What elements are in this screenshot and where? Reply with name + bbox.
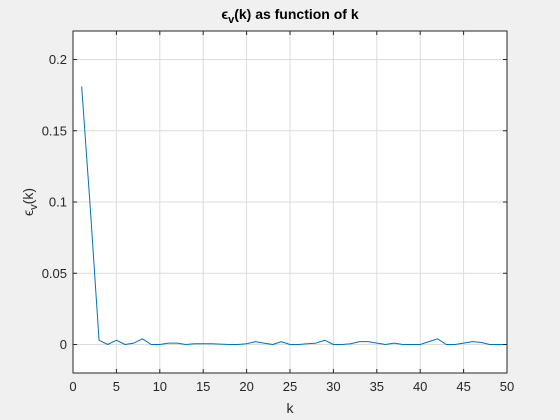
ylabel-rest: (k) xyxy=(20,188,36,204)
x-tick-label: 5 xyxy=(113,379,120,394)
y-tick-label: 0.05 xyxy=(42,266,67,281)
x-tick-label: 45 xyxy=(456,379,470,394)
x-tick-label: 10 xyxy=(153,379,167,394)
x-tick-label: 50 xyxy=(500,379,514,394)
x-tick-label: 25 xyxy=(283,379,297,394)
y-axis-label: ϵv(k) xyxy=(20,188,40,216)
title-rest: (k) as function of k xyxy=(234,6,359,22)
y-tick-label: 0 xyxy=(60,337,67,352)
series-line-0 xyxy=(81,86,507,345)
x-tick-label: 40 xyxy=(413,379,427,394)
x-axis-label: k xyxy=(287,400,295,416)
x-tick-label: 0 xyxy=(69,379,76,394)
x-tick-label: 30 xyxy=(326,379,340,394)
ylabel-subscript: v xyxy=(28,204,40,210)
title-epsilon: ϵ xyxy=(221,6,228,22)
chart-title: ϵv(k) as function of k xyxy=(221,6,358,26)
y-tick-label: 0.2 xyxy=(49,52,67,67)
ticks: 0 5 10 15 20 25 30 35 40 45 50 0 0.05 0.1 0.15 0.2 xyxy=(42,31,514,394)
title-subscript: v xyxy=(228,14,235,26)
y-tick-label: 0.1 xyxy=(49,195,67,210)
ylabel-epsilon: ϵ xyxy=(20,210,36,216)
x-tick-label: 20 xyxy=(239,379,253,394)
x-tick-label: 35 xyxy=(370,379,384,394)
series-group xyxy=(81,86,507,345)
x-tick-label: 15 xyxy=(196,379,210,394)
y-tick-label: 0.15 xyxy=(42,123,67,138)
